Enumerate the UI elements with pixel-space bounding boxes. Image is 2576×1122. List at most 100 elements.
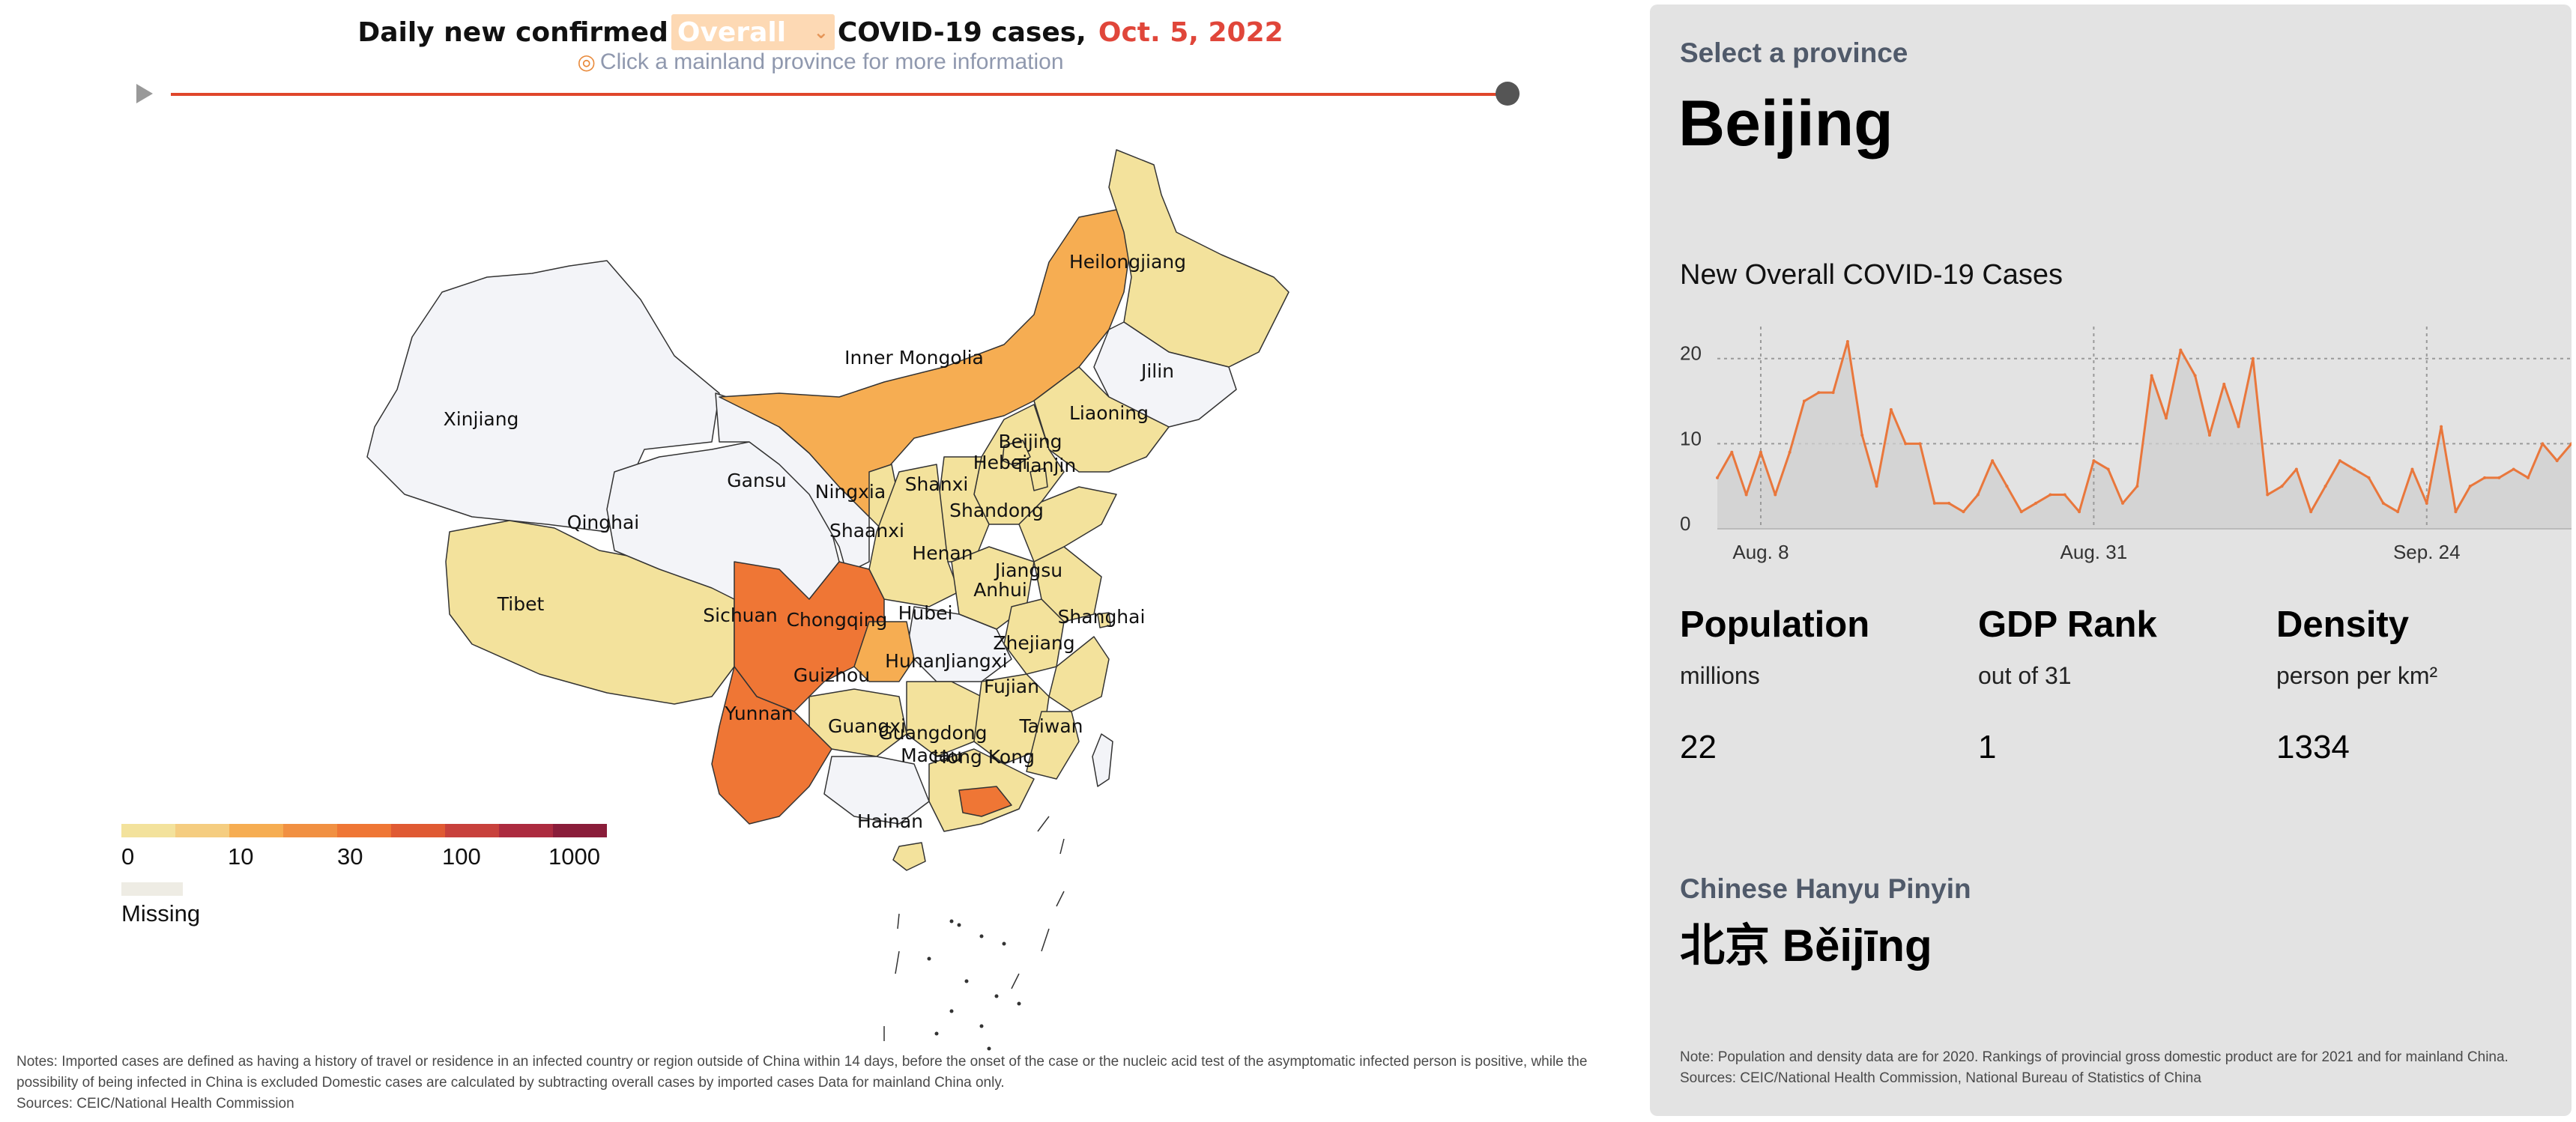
stat-heading: GDP Rank (1978, 604, 2157, 645)
data-point (2019, 510, 2023, 514)
data-point (2454, 510, 2458, 514)
province-chongqing[interactable] (853, 621, 915, 682)
x-tick-label: Aug. 8 (1732, 541, 1789, 563)
title-prefix: Daily new confirmed (357, 16, 668, 48)
data-point (2570, 442, 2572, 446)
chart-title: New Overall COVID-19 Cases (1680, 259, 2063, 291)
data-point (1716, 476, 1719, 479)
data-point (1774, 493, 1777, 497)
map-label-beijing: Beijing (998, 431, 1062, 452)
sources-text: Sources: CEIC/National Health Commission (16, 1096, 294, 1112)
stat-value: 1334 (2276, 729, 2350, 765)
legend-swatch (175, 824, 229, 837)
click-icon: ◎ (577, 50, 596, 73)
map-label-hong-kong: Hong Kong (933, 746, 1035, 768)
data-point (1831, 391, 1835, 395)
legend-swatch (553, 824, 607, 837)
data-point (2468, 485, 2472, 488)
case-type-dropdown[interactable]: Overall ⌄ (671, 14, 835, 50)
play-button[interactable] (136, 84, 153, 103)
data-point (2338, 459, 2341, 463)
data-point (1889, 407, 1893, 411)
timeline-slider-handle[interactable] (1496, 82, 1520, 106)
map-label-hunan: Hunan (885, 650, 946, 672)
map-label-heilongjiang: Heilongjiang (1069, 251, 1186, 273)
map-label-shaanxi: Shaanxi (829, 520, 904, 542)
province-xinjiang[interactable] (366, 260, 720, 533)
province-jilin[interactable] (1093, 321, 1237, 428)
data-point (2309, 510, 2313, 514)
province-shanghai[interactable] (1097, 612, 1111, 628)
cases-chart: 0 10 20 Aug. 8 Aug. 31 Sep. 24 (1680, 327, 2572, 563)
legend-swatch (229, 824, 283, 837)
province-heilongjiang[interactable] (1108, 149, 1289, 368)
province-guangxi[interactable] (823, 756, 930, 825)
legend-swatch (337, 824, 391, 837)
map-label-hainan: Hainan (857, 810, 923, 832)
data-point (1962, 510, 1965, 514)
data-point (1744, 493, 1748, 497)
data-point (2135, 485, 2139, 488)
province-shaanxi[interactable] (868, 464, 960, 607)
map-section: Daily new confirmed Overall ⌄ COVID-19 c… (0, 14, 1641, 1112)
data-point (2193, 374, 2197, 377)
x-tick-label: Sep. 24 (2393, 541, 2461, 563)
guangdong-hotspot (958, 786, 1012, 817)
province-hainan[interactable] (892, 842, 926, 871)
missing-swatch (121, 882, 183, 896)
data-point (1875, 485, 1878, 488)
data-point (2425, 501, 2428, 505)
dropdown-value: Overall (677, 16, 787, 48)
title-suffix: COVID-19 cases, (837, 16, 1086, 48)
map-label-inner-mongolia: Inner Mongolia (844, 347, 984, 369)
province-beijing[interactable] (1002, 440, 1031, 467)
data-point (1947, 501, 1951, 505)
legend-tick-label: 1000 (548, 843, 600, 870)
missing-label: Missing (121, 900, 201, 927)
map-label-chongqing: Chongqing (787, 609, 888, 631)
data-point (1817, 391, 1821, 395)
data-point (1759, 450, 1762, 454)
data-point (2483, 476, 2487, 479)
y-tick-label: 0 (1680, 512, 1690, 535)
province-taiwan[interactable] (1092, 733, 1113, 787)
map-label-jilin: Jilin (1140, 360, 1174, 382)
map-hint: ◎ Click a mainland province for more info… (0, 49, 1641, 75)
province-name: Beijing (1678, 88, 1893, 160)
province-yunnan[interactable] (711, 666, 832, 825)
data-point (2251, 357, 2255, 360)
stat-unit: person per km² (2276, 662, 2438, 689)
legend-tick-label: 100 (442, 843, 481, 870)
legend-tick-label: 10 (228, 843, 254, 870)
timeline-slider-track[interactable] (171, 93, 1505, 96)
data-point (2353, 467, 2356, 471)
stat-population: Population millions 22 (1680, 604, 1965, 766)
legend-tick-label: 30 (337, 843, 363, 870)
province-tianjin[interactable] (1030, 467, 1048, 491)
data-point (2497, 476, 2501, 479)
map-label-taiwan: Taiwan (1018, 715, 1083, 737)
y-tick-label: 20 (1680, 342, 1702, 365)
stat-gdp-rank: GDP Rank out of 31 1 (1978, 604, 2263, 766)
data-point (2294, 467, 2298, 471)
province-fujian[interactable] (1026, 711, 1080, 780)
data-point (1788, 450, 1792, 454)
data-point (2164, 416, 2168, 420)
province-liaoning[interactable] (1033, 366, 1170, 473)
data-point (2034, 501, 2038, 505)
current-date: Oct. 5, 2022 (1098, 16, 1284, 48)
map-label-sichuan: Sichuan (703, 604, 777, 626)
map-label-hebei: Hebei (973, 452, 1027, 473)
data-point (2323, 485, 2327, 488)
map-label-shanghai: Shanghai (1058, 606, 1146, 628)
stat-value: 22 (1680, 729, 1717, 765)
data-point (1904, 442, 1908, 446)
legend-swatch (391, 824, 445, 837)
pinyin-label: Chinese Hanyu Pinyin (1680, 873, 1971, 904)
legend-swatch (283, 824, 337, 837)
data-point (2150, 374, 2153, 377)
map-label-guangdong: Guangdong (878, 722, 987, 744)
map-label-macau: Macau (901, 745, 962, 766)
map-label-qinghai: Qinghai (567, 512, 639, 533)
data-point (2049, 493, 2052, 497)
